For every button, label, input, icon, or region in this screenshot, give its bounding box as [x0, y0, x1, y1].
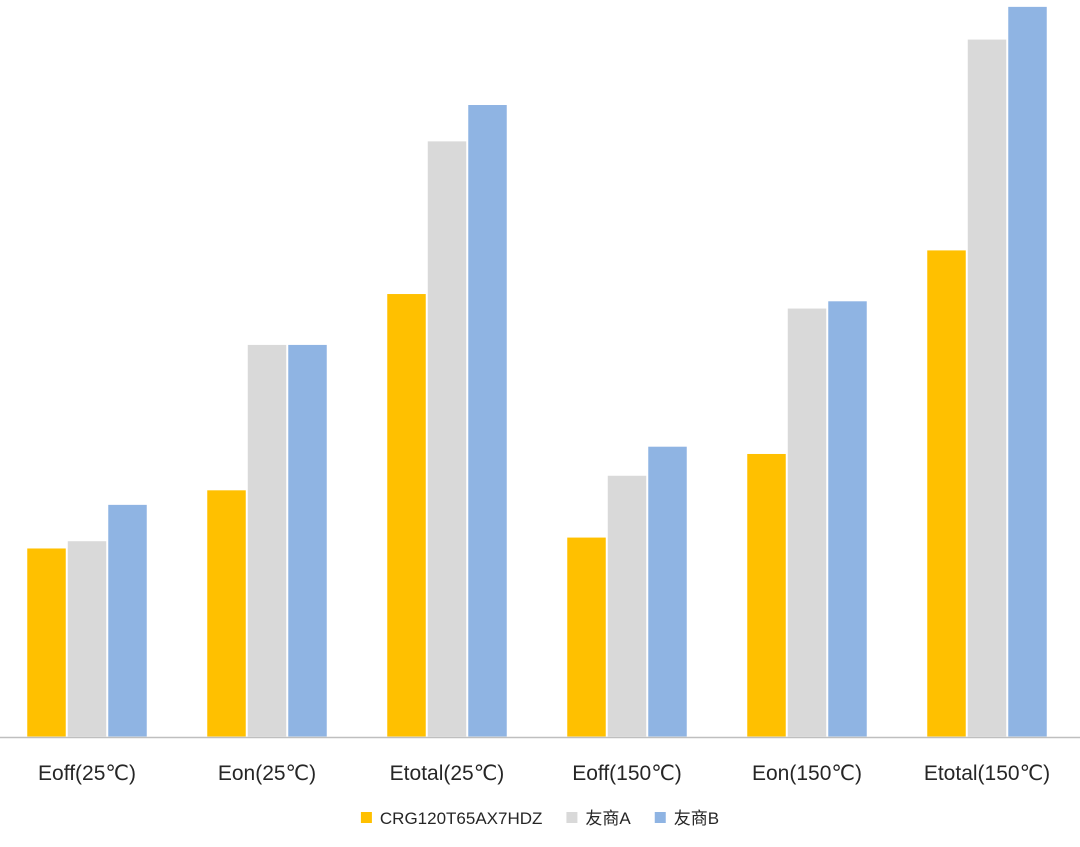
- legend-label: 友商A: [585, 809, 631, 828]
- x-tick-label-eoff-150: Eoff(150℃): [572, 762, 682, 785]
- bar-eoff-150-series-0: [566, 536, 607, 738]
- legend-swatch: [566, 812, 578, 823]
- x-tick-label-eoff-25: Eoff(25℃): [38, 762, 136, 785]
- bar-eoff-150-series-1: [606, 474, 648, 738]
- bar-etotal-25-series-0: [386, 293, 427, 738]
- bars-group: [26, 5, 1048, 738]
- x-tick-label-etotal-150: Etotal(150℃): [924, 762, 1050, 785]
- bar-eon-25-series-2: [287, 343, 328, 738]
- bar-eon-150-series-0: [746, 452, 787, 738]
- bar-etotal-150-series-2: [1007, 5, 1048, 738]
- bar-eon-25-series-0: [206, 489, 247, 738]
- legend-swatch: [654, 812, 666, 823]
- legend-label: CRG120T65AX7HDZ: [380, 809, 543, 828]
- bar-eon-25-series-1: [246, 343, 288, 738]
- bar-etotal-150-series-0: [926, 249, 967, 738]
- x-tick-labels: Eoff(25℃) Eon(25℃) Etotal(25℃) Eoff(150℃) Eo…: [38, 762, 1050, 785]
- x-tick-label-eon-150: Eon(150℃): [752, 762, 862, 785]
- bar-eon-150-series-1: [786, 307, 828, 738]
- legend: CRG120T65AX7HDZ 友商A 友商B: [360, 809, 719, 828]
- legend-item-1: 友商A: [566, 809, 631, 828]
- legend-label: 友商B: [674, 809, 719, 828]
- bar-etotal-150-series-1: [966, 38, 1008, 738]
- bar-eoff-25-series-0: [26, 547, 67, 738]
- bar-etotal-25-series-2: [467, 104, 508, 738]
- x-tick-label-etotal-25: Etotal(25℃): [390, 762, 505, 785]
- bar-eoff-25-series-1: [66, 540, 108, 738]
- legend-item-0: CRG120T65AX7HDZ: [360, 809, 543, 828]
- bar-eoff-25-series-2: [107, 503, 148, 738]
- bar-etotal-25-series-1: [426, 140, 468, 738]
- x-tick-label-eon-25: Eon(25℃): [218, 762, 316, 785]
- legend-item-2: 友商B: [654, 809, 719, 828]
- legend-swatch: [360, 812, 372, 823]
- bar-eon-150-series-2: [827, 300, 868, 738]
- bar-eoff-150-series-2: [647, 445, 688, 738]
